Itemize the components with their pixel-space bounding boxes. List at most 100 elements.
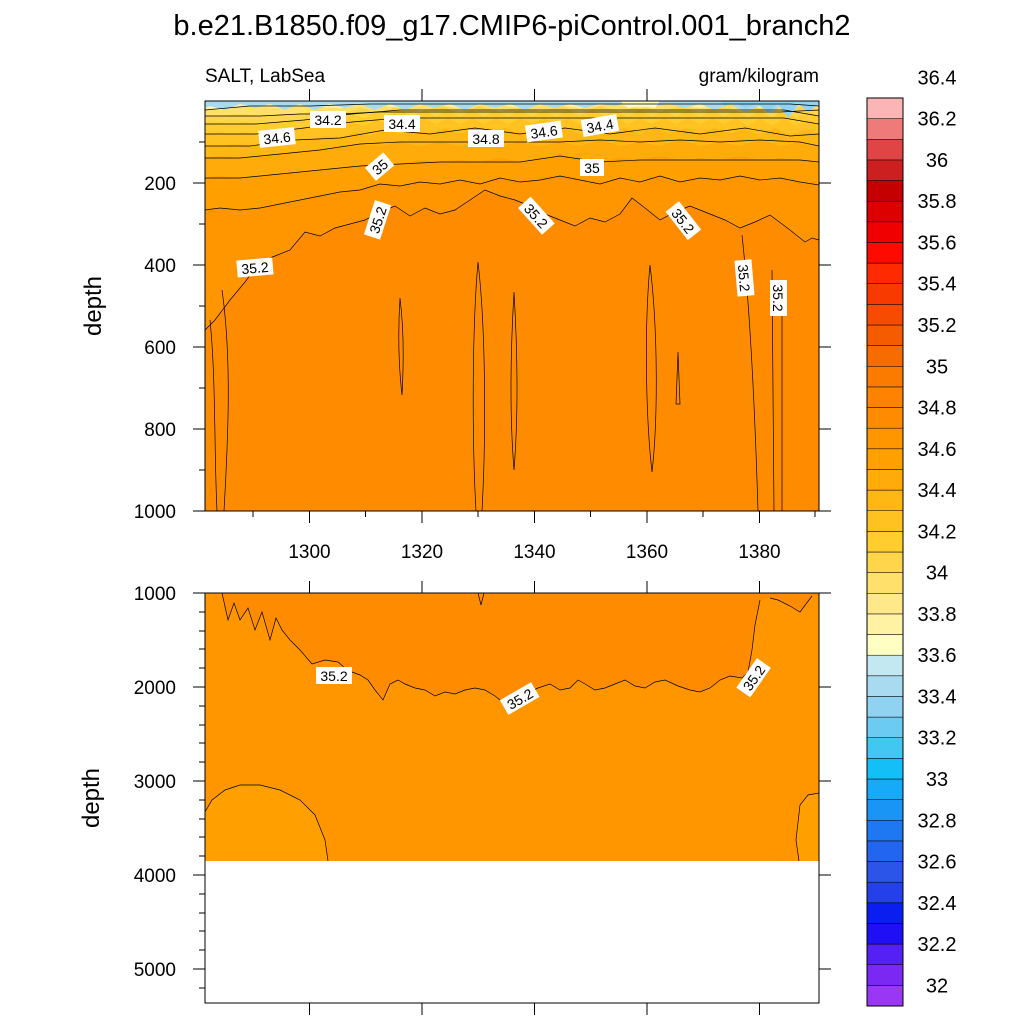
colorbar-swatch: [866, 304, 904, 326]
colorbar-swatch: [866, 531, 904, 553]
contour-label-text: 34.6: [263, 129, 292, 148]
colorbar-swatch: [866, 861, 904, 883]
x-tick-label: 1300: [288, 542, 330, 563]
pale-yellow-patch: [620, 101, 660, 108]
y-tick-label: 1000: [134, 584, 176, 605]
colorbar-label: 35.8: [918, 191, 957, 213]
colorbar-label: 32.8: [918, 810, 957, 832]
colorbar-swatch: [866, 572, 904, 594]
y-tick-label: 5000: [134, 960, 176, 981]
contour-label: 34.8: [468, 130, 504, 147]
top-contour-lines: [205, 103, 819, 511]
bottom-y-axis-label: depth: [78, 768, 105, 828]
colorbar-swatch: [866, 407, 904, 429]
colorbar-swatch: [866, 97, 904, 119]
y-tick-label: 800: [144, 420, 176, 441]
top-contour-labels: 34.2 34.4 34.6 34.8 34.6 34.4 35 35: [236, 111, 787, 316]
colorbar-label: 34.8: [918, 398, 957, 420]
bottom-y-ticks: [193, 592, 831, 989]
colorbar-label: 33.2: [918, 728, 957, 750]
colorbar-swatch: [866, 242, 904, 264]
contour-label: 35: [365, 152, 395, 181]
colorbar-label: 34.4: [918, 480, 957, 502]
colorbar-label: 36.4: [918, 67, 957, 89]
band-35-0-left: [205, 785, 328, 861]
colorbar-label: 33.8: [918, 604, 957, 626]
colorbar-swatch: [866, 427, 904, 450]
colorbar-label: 33.4: [918, 686, 957, 708]
colorbar-swatch: [866, 139, 904, 161]
contour-label-text: 35.2: [241, 259, 270, 277]
bottom-plot-frame: [204, 592, 820, 1004]
x-tick-label: 1320: [401, 542, 443, 563]
contour-label-text: 34.4: [388, 116, 415, 132]
colorbar-swatch: [866, 778, 904, 800]
colorbar-labels: 32 32.2 32.4 32.6 32.8 33 33.2 33.4 33.6 33.8 34 34…: [918, 67, 957, 997]
colorbar-label: 32.4: [918, 893, 957, 915]
colorbar-swatch: [866, 180, 904, 202]
colorbar-swatch: [866, 840, 904, 862]
colorbar-swatch: [866, 262, 904, 284]
band-35-2-core: [205, 593, 819, 704]
colorbar-swatch: [866, 613, 904, 635]
colorbar-swatch: [866, 366, 904, 388]
colorbar-swatch: [866, 634, 904, 656]
colorbar-swatch: [866, 551, 904, 573]
y-tick-label: 400: [144, 256, 176, 277]
colorbar-swatch: [866, 386, 904, 408]
colorbar: [866, 97, 904, 1007]
top-panel-field: [205, 101, 819, 511]
colorbar-swatch: [866, 716, 904, 738]
colorbar-label: 36.2: [918, 109, 957, 131]
contour-label: 34.6: [524, 120, 563, 143]
colorbar-swatch: [866, 324, 904, 346]
colorbar-swatch: [866, 675, 904, 697]
colorbar-label: 34: [926, 563, 948, 585]
colorbar-swatch: [866, 345, 904, 367]
colorbar-swatch: [866, 737, 904, 759]
colorbar-swatch: [866, 448, 904, 470]
colorbar-label: 33.6: [918, 645, 957, 667]
colorbar-swatch: [866, 200, 904, 223]
colorbar-swatch: [866, 593, 904, 615]
colorbar-label: 35.2: [918, 315, 957, 337]
y-tick-label: 1000: [134, 502, 176, 523]
contour-label: 34.4: [580, 114, 620, 138]
colorbar-label: 34.6: [918, 439, 957, 461]
contour-label: 34.6: [258, 127, 296, 148]
colorbar-label: 32: [926, 975, 948, 997]
colorbar-swatch: [866, 654, 904, 677]
contour-label-text: 34.4: [585, 116, 615, 137]
colorbar-swatch: [866, 283, 904, 305]
top-tick-labels: 200 400 600 800 1000 1300 1320 1340 1360…: [134, 174, 781, 563]
band-35-0-right: [796, 793, 819, 861]
colorbar-swatch: [866, 820, 904, 842]
x-tick-label: 1380: [738, 542, 780, 563]
top-y-axis-label: depth: [80, 276, 107, 336]
contour-label: 35.2: [770, 280, 787, 316]
colorbar-swatch: [866, 964, 904, 986]
bottom-contour-lines: [205, 593, 819, 861]
y-tick-label: 200: [144, 174, 176, 195]
contour-label: 35: [580, 159, 604, 176]
colorbar-swatch: [866, 943, 904, 965]
colorbar-swatch: [866, 510, 904, 532]
colorbar-swatch: [866, 985, 904, 1007]
colorbar-swatch: [866, 221, 904, 243]
contour-label-text: 35: [584, 160, 600, 176]
x-tick-label: 1340: [513, 542, 555, 563]
right-string: gram/kilogram: [699, 66, 819, 87]
bottom-tick-labels: 1000 2000 3000 4000 5000: [134, 584, 176, 981]
contour-label: 35.2: [734, 259, 755, 297]
colorbar-swatch: [866, 923, 904, 945]
y-tick-label: 600: [144, 338, 176, 359]
colorbar-label: 32.6: [918, 852, 957, 874]
colorbar-swatch: [866, 758, 904, 780]
x-tick-label: 1360: [626, 542, 668, 563]
colorbar-swatch: [866, 469, 904, 491]
colorbar-swatch: [866, 799, 904, 821]
contour-label-text: 34.6: [529, 122, 558, 142]
contour-label: 35.2: [316, 667, 352, 684]
colorbar-label: 35: [926, 356, 948, 378]
